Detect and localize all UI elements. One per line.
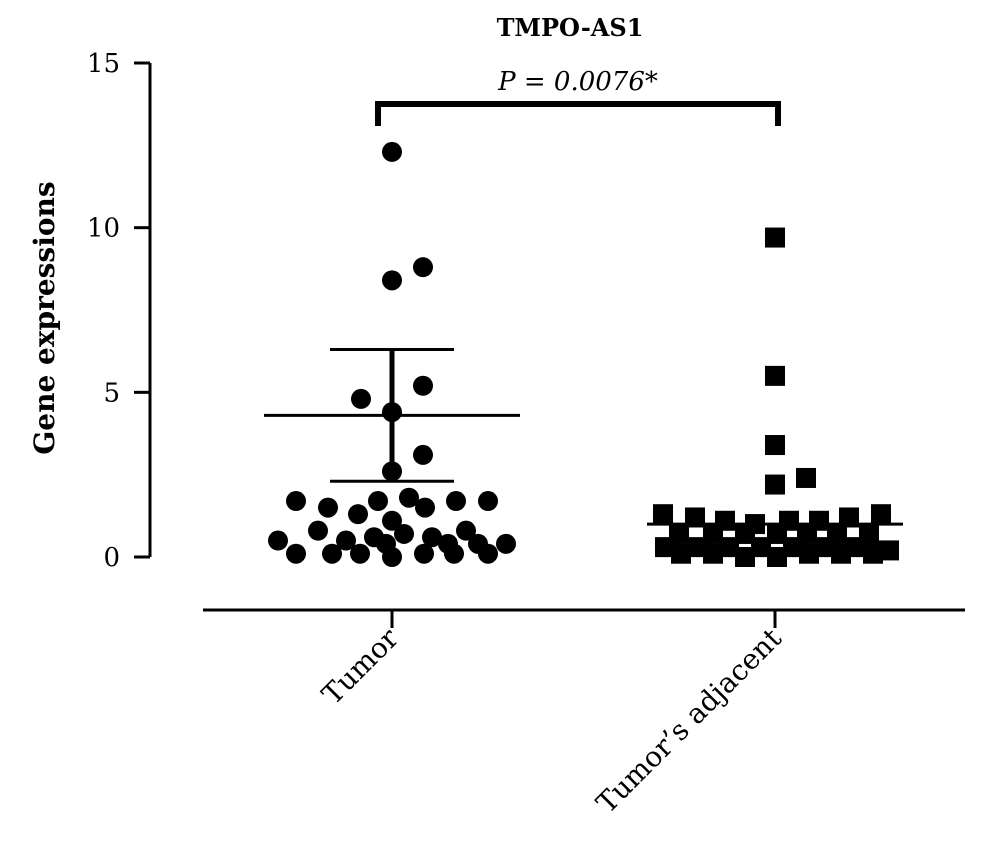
data-point	[394, 523, 414, 544]
data-point	[422, 527, 442, 548]
data-point	[765, 435, 785, 456]
data-point	[751, 537, 771, 558]
data-point	[687, 537, 707, 558]
series-1	[264, 141, 520, 567]
data-point	[685, 507, 705, 528]
y-tick-label: 10	[87, 214, 120, 244]
data-point	[703, 543, 723, 564]
data-point	[719, 537, 739, 558]
data-point	[496, 533, 516, 554]
data-point	[444, 543, 464, 564]
plot-area	[264, 141, 903, 567]
data-point	[815, 537, 835, 558]
data-point	[735, 523, 755, 544]
data-point	[382, 510, 402, 531]
data-point	[765, 227, 785, 248]
data-point	[871, 504, 891, 525]
data-point	[368, 491, 388, 512]
x-category-label: Tumor	[315, 621, 405, 711]
data-point	[322, 543, 342, 564]
y-tick-label: 0	[103, 543, 120, 573]
data-point	[382, 141, 402, 162]
data-point	[831, 543, 851, 564]
data-point	[308, 520, 328, 541]
data-point	[413, 375, 433, 396]
data-point	[847, 537, 867, 558]
y-axis-label: Gene expressions	[28, 181, 61, 454]
data-point	[286, 491, 306, 512]
data-point	[863, 543, 883, 564]
significance-bracket: P = 0.0076*	[375, 67, 781, 126]
data-point	[735, 547, 755, 567]
p-value-annotation: P = 0.0076*	[497, 67, 658, 97]
data-point	[767, 523, 787, 544]
data-point	[318, 497, 338, 518]
data-point	[415, 497, 435, 518]
x-category-label: Tumor’s adjacent	[590, 621, 789, 820]
data-point	[414, 543, 434, 564]
data-point	[336, 530, 356, 551]
data-point	[703, 523, 723, 544]
data-point	[399, 487, 419, 508]
data-point	[456, 520, 476, 541]
data-point	[767, 547, 787, 567]
y-tick-label: 15	[87, 49, 120, 79]
data-point	[478, 543, 498, 564]
data-point	[351, 388, 371, 409]
data-point	[446, 491, 466, 512]
y-tick-label: 5	[103, 378, 120, 408]
data-point	[268, 530, 288, 551]
data-point	[382, 270, 402, 291]
data-point	[671, 543, 691, 564]
data-point	[382, 547, 402, 567]
data-point	[839, 507, 859, 528]
data-point	[413, 444, 433, 465]
data-point	[783, 537, 803, 558]
bracket-line	[375, 101, 781, 126]
data-point	[348, 504, 368, 525]
y-axis: 0 5 10 15	[87, 49, 152, 573]
data-point	[796, 467, 816, 488]
series-2	[647, 227, 903, 567]
data-point	[413, 257, 433, 278]
data-point	[879, 540, 899, 561]
data-point	[655, 537, 675, 558]
data-point	[350, 543, 370, 564]
data-point	[478, 491, 498, 512]
data-point	[653, 504, 673, 525]
chart-title: TMPO-AS1	[497, 13, 644, 42]
data-point	[799, 543, 819, 564]
x-axis: Tumor Tumor’s adjacent	[203, 608, 965, 820]
data-point	[765, 365, 785, 386]
data-point	[286, 543, 306, 564]
data-point	[765, 474, 785, 495]
